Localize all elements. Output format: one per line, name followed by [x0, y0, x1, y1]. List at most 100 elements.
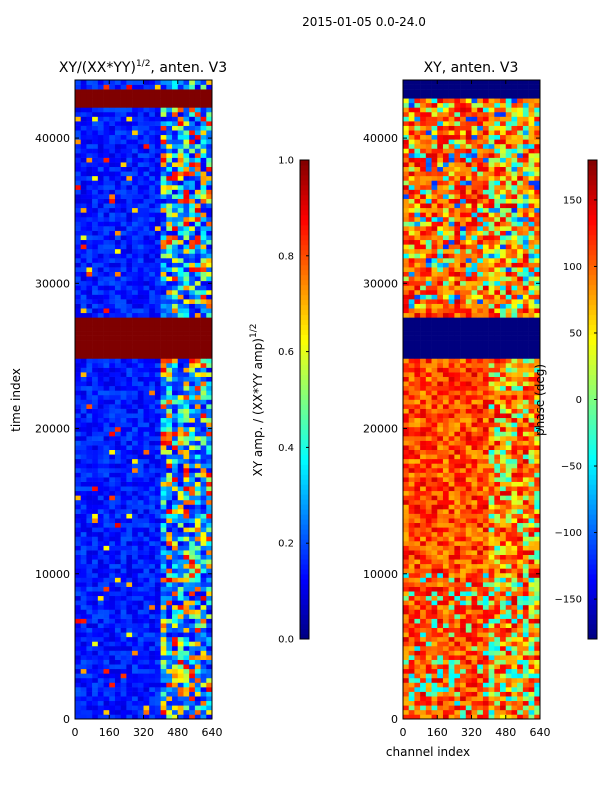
amplitude-cell [154, 221, 161, 227]
amplitude-cell [126, 645, 133, 651]
amplitude-cell [149, 540, 156, 546]
amplitude-cell [114, 563, 121, 569]
amplitude-colorbar-step [300, 274, 309, 281]
phase-cell [420, 614, 427, 619]
amplitude-cell [126, 641, 133, 647]
phase-cell [465, 591, 472, 597]
amplitude-cell [177, 577, 184, 583]
phase-cell [522, 627, 529, 633]
amplitude-cell [92, 130, 99, 136]
phase-cell [534, 714, 541, 720]
amplitude-cell [126, 582, 133, 587]
phase-cell [534, 472, 541, 478]
phase-cell [517, 618, 524, 624]
amplitude-cell [97, 591, 104, 597]
amplitude-cell [75, 84, 82, 90]
amplitude-cell [160, 472, 167, 478]
phase-cell [420, 463, 427, 469]
phase-cell [425, 559, 432, 565]
phase-cell [465, 641, 472, 647]
amplitude-cell [160, 536, 167, 542]
amplitude-cell [132, 289, 139, 295]
phase-cell [403, 582, 410, 587]
amplitude-cell [137, 623, 144, 629]
amplitude-cell [137, 577, 144, 583]
phase-cell [448, 463, 455, 469]
phase-cell [431, 595, 438, 601]
phase-cell [431, 536, 438, 542]
phase-cell [500, 668, 507, 674]
amplitude-cell [126, 394, 133, 400]
amplitude-cell [103, 477, 110, 482]
amplitude-cell [103, 645, 110, 651]
amplitude-cell [114, 153, 121, 158]
phase-cell [517, 609, 524, 615]
amplitude-cell [194, 454, 201, 460]
phase-cell [425, 481, 432, 487]
phase-cell [425, 513, 432, 519]
phase-cell [488, 696, 495, 702]
amplitude-cell [189, 467, 196, 473]
phase-cell [454, 481, 461, 487]
phase-cell [425, 445, 432, 450]
phase-cell [460, 577, 467, 583]
amplitude-cell [126, 486, 133, 492]
amplitude-cell [126, 93, 133, 99]
amplitude-cell [132, 376, 139, 382]
amplitude-cell [183, 696, 190, 702]
amplitude-cell [109, 303, 116, 309]
phase-cell [465, 705, 472, 711]
phase-cell [505, 522, 512, 528]
amplitude-cell [143, 235, 150, 241]
phase-cell [488, 714, 495, 720]
amplitude-cell [166, 522, 173, 528]
amplitude-cell [200, 166, 207, 172]
amplitude-xtick-label: 480 [167, 726, 188, 739]
amplitude-cell [172, 408, 179, 414]
phase-cell [517, 440, 524, 446]
amplitude-cell [103, 390, 110, 396]
amplitude-cell [183, 303, 190, 309]
phase-cell [403, 481, 410, 487]
amplitude-cell [149, 267, 156, 272]
phase-cell [494, 499, 501, 505]
phase-cell [477, 531, 484, 537]
phase-cell [408, 572, 415, 578]
phase-cell [477, 490, 484, 496]
amplitude-cell [200, 709, 207, 715]
amplitude-cell [172, 184, 179, 190]
amplitude-cell [120, 499, 127, 505]
amplitude-cell [154, 102, 161, 108]
amplitude-colorbar-step [300, 239, 309, 246]
amplitude-cell [137, 385, 144, 391]
amplitude-cell [75, 285, 82, 291]
amplitude-cell [200, 381, 207, 387]
phase-cell [477, 495, 484, 501]
amplitude-cell [183, 700, 190, 706]
amplitude-cell [183, 353, 190, 359]
phase-cell [528, 650, 535, 656]
amplitude-colorbar-step [300, 389, 309, 395]
amplitude-cell [109, 458, 116, 464]
amplitude-cell [149, 166, 156, 172]
amplitude-cell [86, 98, 93, 104]
amplitude-cell [86, 171, 93, 177]
amplitude-cell [137, 194, 144, 199]
amplitude-cell [194, 618, 201, 624]
amplitude-cell [114, 709, 121, 715]
amplitude-cell [189, 331, 196, 336]
phase-cell [420, 522, 427, 528]
amplitude-cell [160, 655, 167, 660]
amplitude-cell [80, 664, 87, 670]
amplitude-cell [114, 335, 121, 341]
amplitude-cell [200, 372, 207, 377]
amplitude-cell [177, 445, 184, 450]
phase-panel: XY, anten. V3 0 160 320 480 6400100002000030… [363, 60, 551, 759]
amplitude-colorbar-step [300, 229, 309, 236]
amplitude-cell [126, 276, 133, 282]
amplitude-cell [177, 157, 184, 163]
amplitude-cell [86, 317, 93, 323]
amplitude-cell [149, 89, 156, 94]
amplitude-cell [126, 226, 133, 231]
amplitude-cell [75, 207, 82, 213]
